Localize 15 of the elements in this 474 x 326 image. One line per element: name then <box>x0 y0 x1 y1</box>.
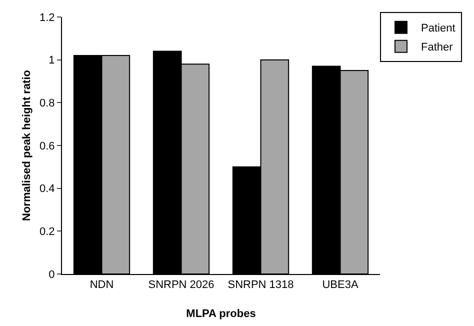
y-tick-label: 0.8 <box>40 98 55 110</box>
y-tick-label: 0.2 <box>40 226 55 238</box>
x-tick-label: NDN <box>90 279 114 292</box>
y-tick-label: 0.4 <box>40 183 55 196</box>
y-tick-label: 1.2 <box>40 12 55 24</box>
x-tick-label: UBE3A <box>322 279 359 292</box>
y-axis-title: Normalised peak height ratio <box>21 70 33 221</box>
legend-label: Patient <box>421 22 456 35</box>
x-axis-title: MLPA probes <box>186 308 256 320</box>
y-tick-label: 0 <box>48 268 55 281</box>
y-tick-label: 1 <box>48 54 55 67</box>
x-tick-label: SNRPN 2026 <box>148 279 214 292</box>
legend-label: Father <box>421 42 454 54</box>
y-tick-label: 0.6 <box>40 140 55 152</box>
x-tick-label: SNRPN 1318 <box>228 279 294 292</box>
